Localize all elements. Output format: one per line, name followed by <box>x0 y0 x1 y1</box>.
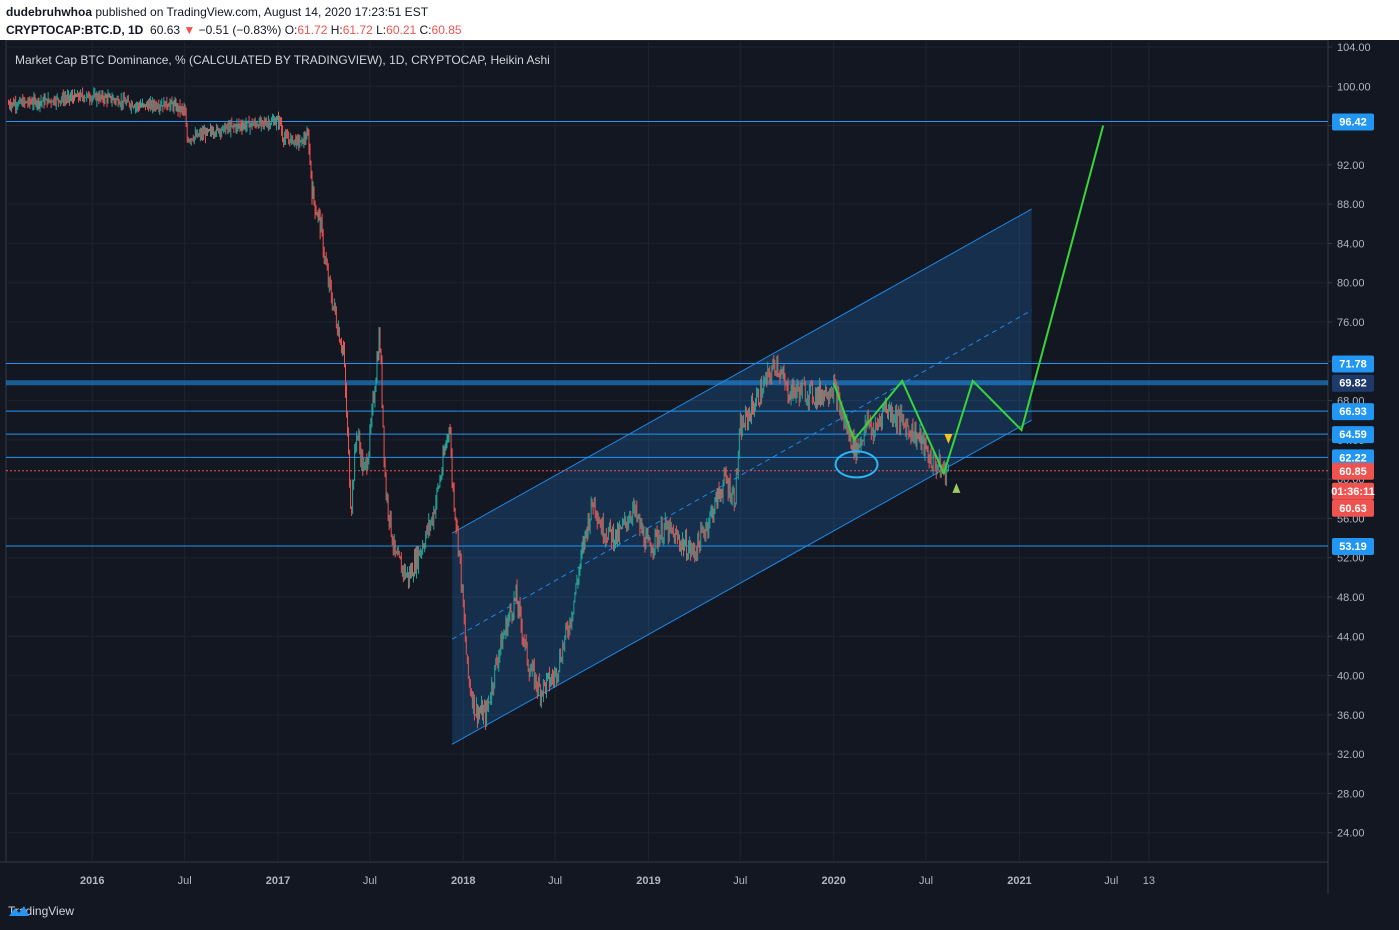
y-tick-label: 32.00 <box>1337 749 1365 761</box>
current-close-label: 60.85 <box>1339 466 1367 478</box>
level-price-label: 69.82 <box>1339 378 1367 390</box>
x-tick-label: 2018 <box>451 875 475 887</box>
y-tick-label: 40.00 <box>1337 671 1365 683</box>
down-arrow-icon: ▼ <box>183 23 196 37</box>
price-chart[interactable]: 104.00100.0096.0092.0088.0084.0080.0076.… <box>0 40 1399 894</box>
y-tick-label: 88.00 <box>1337 199 1365 211</box>
chart-title: Market Cap BTC Dominance, % (CALCULATED … <box>15 53 550 67</box>
level-price-label-bg <box>1332 538 1374 556</box>
level-price-label: 96.42 <box>1339 116 1367 128</box>
open-value: 61.72 <box>297 23 328 37</box>
chart-area[interactable]: 104.00100.0096.0092.0088.0084.0080.0076.… <box>0 40 1399 894</box>
low-value: 60.21 <box>386 23 417 37</box>
close-value: 60.85 <box>431 23 462 37</box>
last-price: 60.63 <box>150 23 181 37</box>
level-price-label-bg <box>1332 403 1374 421</box>
x-tick-label: Jul <box>363 875 377 887</box>
y-tick-label: 36.00 <box>1337 710 1365 722</box>
y-tick-label: 92.00 <box>1337 160 1365 172</box>
current-close-label-bg <box>1332 462 1374 480</box>
y-tick-label: 100.00 <box>1337 81 1371 93</box>
y-tick-label: 76.00 <box>1337 317 1365 329</box>
channel-upper-line <box>451 208 1032 534</box>
y-tick-label: 84.00 <box>1337 238 1365 250</box>
up-triangle-marker <box>952 483 961 493</box>
level-price-label: 71.78 <box>1339 358 1367 370</box>
y-tick-label: 24.00 <box>1337 828 1365 840</box>
countdown-label: 01:36:11 <box>1331 486 1374 498</box>
x-tick-label: 2020 <box>821 875 845 887</box>
level-price-label-bg <box>1332 355 1374 373</box>
x-tick-label: Jul <box>548 875 562 887</box>
tradingview-logo-icon <box>9 906 29 916</box>
channel-mid-line <box>451 309 1032 640</box>
x-tick-label: 13 <box>1143 875 1155 887</box>
circle-annotation <box>834 450 879 479</box>
x-tick-label: Jul <box>1104 875 1118 887</box>
x-tick-label: 2017 <box>266 875 290 887</box>
x-tick-label: 2019 <box>636 875 660 887</box>
footer: TradingView <box>0 894 1399 930</box>
publish-header: dudebruhwhoa published on TradingView.co… <box>0 0 1399 40</box>
symbol-label: CRYPTOCAP:BTC.D, 1D <box>6 23 144 37</box>
last-price-label-bg <box>1332 499 1374 517</box>
high-value: 61.72 <box>342 23 373 37</box>
level-price-label-bg <box>1332 426 1374 444</box>
price-change: −0.51 (−0.83%) <box>198 23 282 37</box>
high-label: H: <box>330 23 343 37</box>
ohlc-legend: CRYPTOCAP:BTC.D, 1D 60.63 ▼ −0.51 (−0.83… <box>6 23 462 37</box>
x-tick-label: Jul <box>919 875 933 887</box>
low-label: L: <box>376 23 387 37</box>
y-tick-label: 28.00 <box>1337 788 1365 800</box>
y-tick-label: 48.00 <box>1337 592 1365 604</box>
x-tick-label: Jul <box>178 875 192 887</box>
level-price-label: 64.59 <box>1339 429 1367 441</box>
x-tick-label: 2021 <box>1007 875 1031 887</box>
tradingview-brand[interactable]: TradingView <box>8 904 74 918</box>
channel-fill <box>452 209 1032 745</box>
countdown-label-bg <box>1332 482 1374 500</box>
down-triangle-marker <box>944 433 953 444</box>
level-price-label-bg <box>1332 374 1374 392</box>
open-label: O: <box>284 23 298 37</box>
publish-info: dudebruhwhoa published on TradingView.co… <box>6 5 428 19</box>
level-price-label-bg <box>1332 113 1374 131</box>
x-tick-label: Jul <box>733 875 747 887</box>
y-tick-label: 104.00 <box>1337 42 1371 54</box>
projection-path <box>832 125 1105 477</box>
y-tick-label: 52.00 <box>1337 553 1365 565</box>
close-label: C: <box>419 23 432 37</box>
x-tick-label: 2016 <box>80 875 104 887</box>
level-price-label-bg <box>1332 449 1374 467</box>
y-tick-label: 44.00 <box>1337 631 1365 643</box>
level-price-label: 53.19 <box>1339 541 1367 553</box>
level-price-label: 66.93 <box>1339 406 1367 418</box>
channel-lower-line <box>451 419 1032 745</box>
author-name[interactable]: dudebruhwhoa <box>6 5 92 19</box>
y-tick-label: 80.00 <box>1337 278 1365 290</box>
last-price-label: 60.63 <box>1339 503 1367 515</box>
published-text: published on TradingView.com, August 14,… <box>95 5 429 19</box>
level-price-label: 62.22 <box>1339 452 1367 464</box>
